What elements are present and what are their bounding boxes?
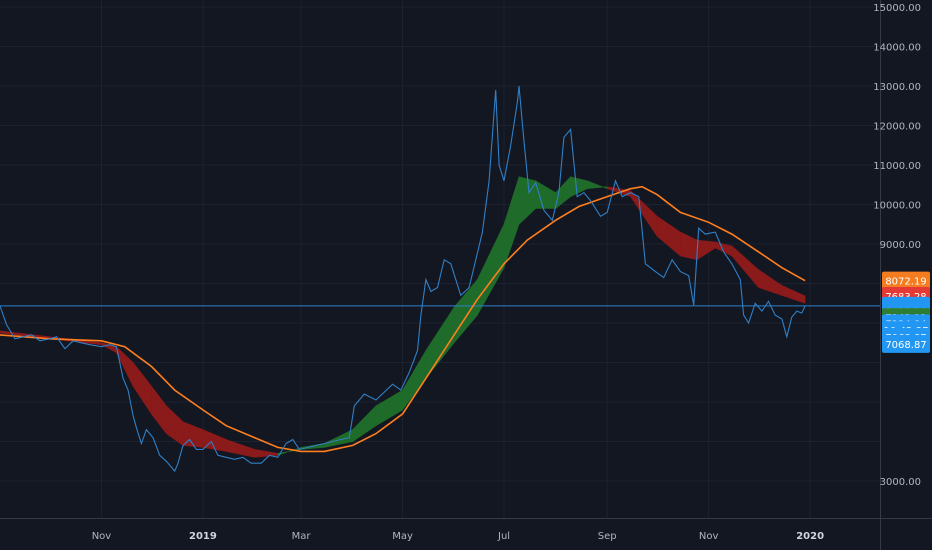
x-tick-label-6: Nov bbox=[699, 531, 719, 542]
ribbon-segment-23 bbox=[555, 176, 571, 210]
x-tick-label-4: Jul bbox=[497, 531, 510, 542]
y-tick-label-7: 3000.00 bbox=[880, 477, 921, 488]
x-tick-label-1: 2019 bbox=[189, 531, 217, 542]
price-badge-bg-8 bbox=[882, 334, 930, 353]
x-tick-label-7: 2020 bbox=[796, 531, 824, 542]
x-tick-label-5: Sep bbox=[598, 531, 617, 542]
ribbon-segment-29 bbox=[680, 231, 698, 261]
ribbon-segment-18 bbox=[453, 278, 478, 344]
ribbon-segment-28 bbox=[656, 215, 681, 257]
x-axis[interactable]: Nov 2019 Mar May Jul Sep Nov 2020 bbox=[92, 531, 824, 542]
ribbon-segment-30 bbox=[696, 239, 716, 261]
y-tick-label-4: 11000.00 bbox=[873, 161, 921, 172]
y-tick-label-5: 10000.00 bbox=[873, 201, 921, 212]
ribbon-segment-5 bbox=[151, 385, 167, 435]
y-tick-label-2: 13000.00 bbox=[873, 82, 921, 93]
price-line bbox=[0, 85, 806, 473]
x-tick-label-0: Nov bbox=[92, 531, 112, 542]
chart-grid bbox=[0, 0, 880, 518]
ribbon-segment-25 bbox=[586, 180, 608, 190]
ribbon-segment-3 bbox=[116, 346, 134, 387]
price-badge-bg-0 bbox=[882, 271, 930, 290]
ribbon-segment-9 bbox=[225, 439, 255, 458]
x-tick-label-2: Mar bbox=[292, 531, 312, 542]
ribbon-segment-6 bbox=[166, 405, 184, 446]
price-badge-label-8: 7068.87 bbox=[885, 340, 926, 351]
y-tick-label-3: 12000.00 bbox=[873, 122, 921, 133]
ribbon-segment-15 bbox=[375, 389, 403, 427]
price-badge-0: 8072.19 bbox=[882, 271, 930, 290]
price-badge-label-0: 8072.19 bbox=[885, 277, 926, 288]
x-tick-label-3: May bbox=[392, 531, 413, 542]
price-badge-8: 7068.87 bbox=[882, 334, 930, 353]
ribbon-segment-33 bbox=[758, 269, 783, 296]
ribbon-segment-32 bbox=[731, 245, 759, 289]
slow-ema-line bbox=[0, 185, 806, 453]
ribbon-segment-21 bbox=[518, 176, 537, 225]
ribbon-segment-22 bbox=[535, 180, 556, 209]
ribbon-segment-34 bbox=[781, 285, 806, 304]
y-tick-label-0: 15000.00 bbox=[873, 3, 921, 14]
ribbon-segment-13 bbox=[324, 429, 354, 448]
price-scale-badges: 8072.197683.287432.107432.107343.117334.… bbox=[882, 271, 930, 353]
y-tick-label-6: 9000.00 bbox=[880, 240, 921, 251]
ribbon-segment-4 bbox=[132, 361, 152, 415]
y-tick-label-1: 14000.00 bbox=[873, 43, 921, 54]
ribbon-segment-20 bbox=[503, 176, 520, 268]
ema-ribbon bbox=[0, 176, 806, 458]
y-axis[interactable]: 15000.00 14000.00 13000.00 12000.00 11000.00… bbox=[873, 3, 921, 488]
ribbon-segment-27 bbox=[630, 189, 658, 238]
